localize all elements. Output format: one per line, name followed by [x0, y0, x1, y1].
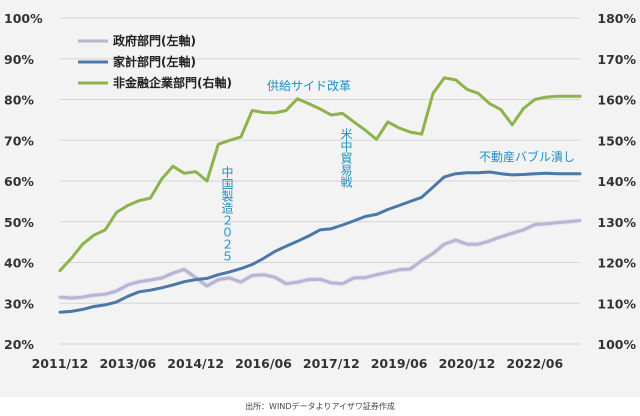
x-axis-tick-label: 2016/06 — [235, 356, 292, 371]
x-axis-tick-label: 2019/06 — [371, 356, 428, 371]
right-axis-ticks: 100% 110% 120% 130% 140% 150% 160% 170% 180% — [597, 11, 636, 352]
x-axis-tick-label: 2014/12 — [167, 356, 224, 371]
series-line-household — [58, 170, 582, 314]
left-axis-tick-label: 20% — [4, 337, 34, 352]
legend: 政府部門(左軸) 家計部門(左軸) 非金融企業部門(右軸) — [78, 33, 232, 90]
chart-frame: 20% 30% 40% 50% 60% 70% 80% 90% 100% 100% 110% 120… — [0, 0, 640, 397]
left-axis-tick-label: 100% — [4, 11, 43, 26]
right-axis-tick-label: 170% — [597, 52, 636, 67]
right-axis-tick-label: 110% — [597, 296, 636, 311]
annotation-real-estate-bubble: 不動産バブル潰し — [479, 149, 575, 164]
left-axis-tick-label: 50% — [4, 215, 34, 230]
right-axis-tick-label: 150% — [597, 133, 636, 148]
series-line-government — [58, 219, 582, 300]
left-axis-ticks: 20% 30% 40% 50% 60% 70% 80% 90% 100% — [4, 11, 43, 352]
x-axis-tick-label: 2013/06 — [99, 356, 156, 371]
left-axis-tick-label: 70% — [4, 133, 34, 148]
annotation-us-china-trade-war: 米中貿易戦 — [339, 128, 353, 189]
left-axis-tick-label: 30% — [4, 296, 34, 311]
left-axis-tick-label: 90% — [4, 52, 34, 67]
left-axis-tick-label: 80% — [4, 93, 34, 108]
right-axis-tick-label: 100% — [597, 337, 636, 352]
source-note: 出所：WINDデータよりアイザワ証券作成 — [245, 402, 395, 411]
right-axis-tick-label: 180% — [597, 11, 636, 26]
series-lines — [58, 76, 582, 314]
x-axis-ticks: 2011/12 2013/06 2014/12 2016/06 2017/12 2019/… — [32, 356, 564, 371]
x-axis-tick-label: 2022/06 — [506, 356, 563, 371]
legend-label-nonfinancial: 非金融企業部門(右軸) — [113, 75, 232, 90]
x-axis-tick-label: 2020/12 — [439, 356, 496, 371]
legend-label-household: 家計部門(左軸) — [113, 54, 196, 69]
right-axis-tick-label: 130% — [597, 215, 636, 230]
left-axis-tick-label: 60% — [4, 174, 34, 189]
right-axis-tick-label: 140% — [597, 174, 636, 189]
debt-ratio-chart: 20% 30% 40% 50% 60% 70% 80% 90% 100% 100% 110% 120… — [4, 11, 636, 371]
legend-label-government: 政府部門(左軸) — [113, 33, 196, 48]
left-axis-tick-label: 40% — [4, 256, 34, 271]
right-axis-tick-label: 160% — [597, 93, 636, 108]
gridlines — [60, 17, 580, 345]
right-axis-tick-label: 120% — [597, 256, 636, 271]
annotation-made-in-china-2025: 中国製造２０２５ — [220, 165, 234, 262]
x-axis-tick-label: 2017/12 — [303, 356, 360, 371]
annotation-supply-side-reform: 供給サイド改革 — [267, 79, 351, 93]
x-axis-tick-label: 2011/12 — [32, 356, 89, 371]
series-line-nonfinancial — [58, 76, 582, 273]
series-line-government-halo — [59, 218, 581, 301]
